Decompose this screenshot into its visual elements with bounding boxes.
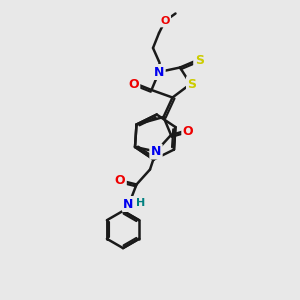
- Text: H: H: [136, 197, 145, 208]
- Text: N: N: [123, 197, 134, 211]
- Text: O: O: [115, 174, 125, 188]
- Text: O: O: [128, 77, 139, 91]
- Text: O: O: [183, 125, 194, 138]
- Text: N: N: [151, 145, 161, 158]
- Text: S: S: [188, 77, 196, 91]
- Text: S: S: [195, 54, 204, 67]
- Text: N: N: [154, 65, 164, 79]
- Text: O: O: [160, 16, 170, 26]
